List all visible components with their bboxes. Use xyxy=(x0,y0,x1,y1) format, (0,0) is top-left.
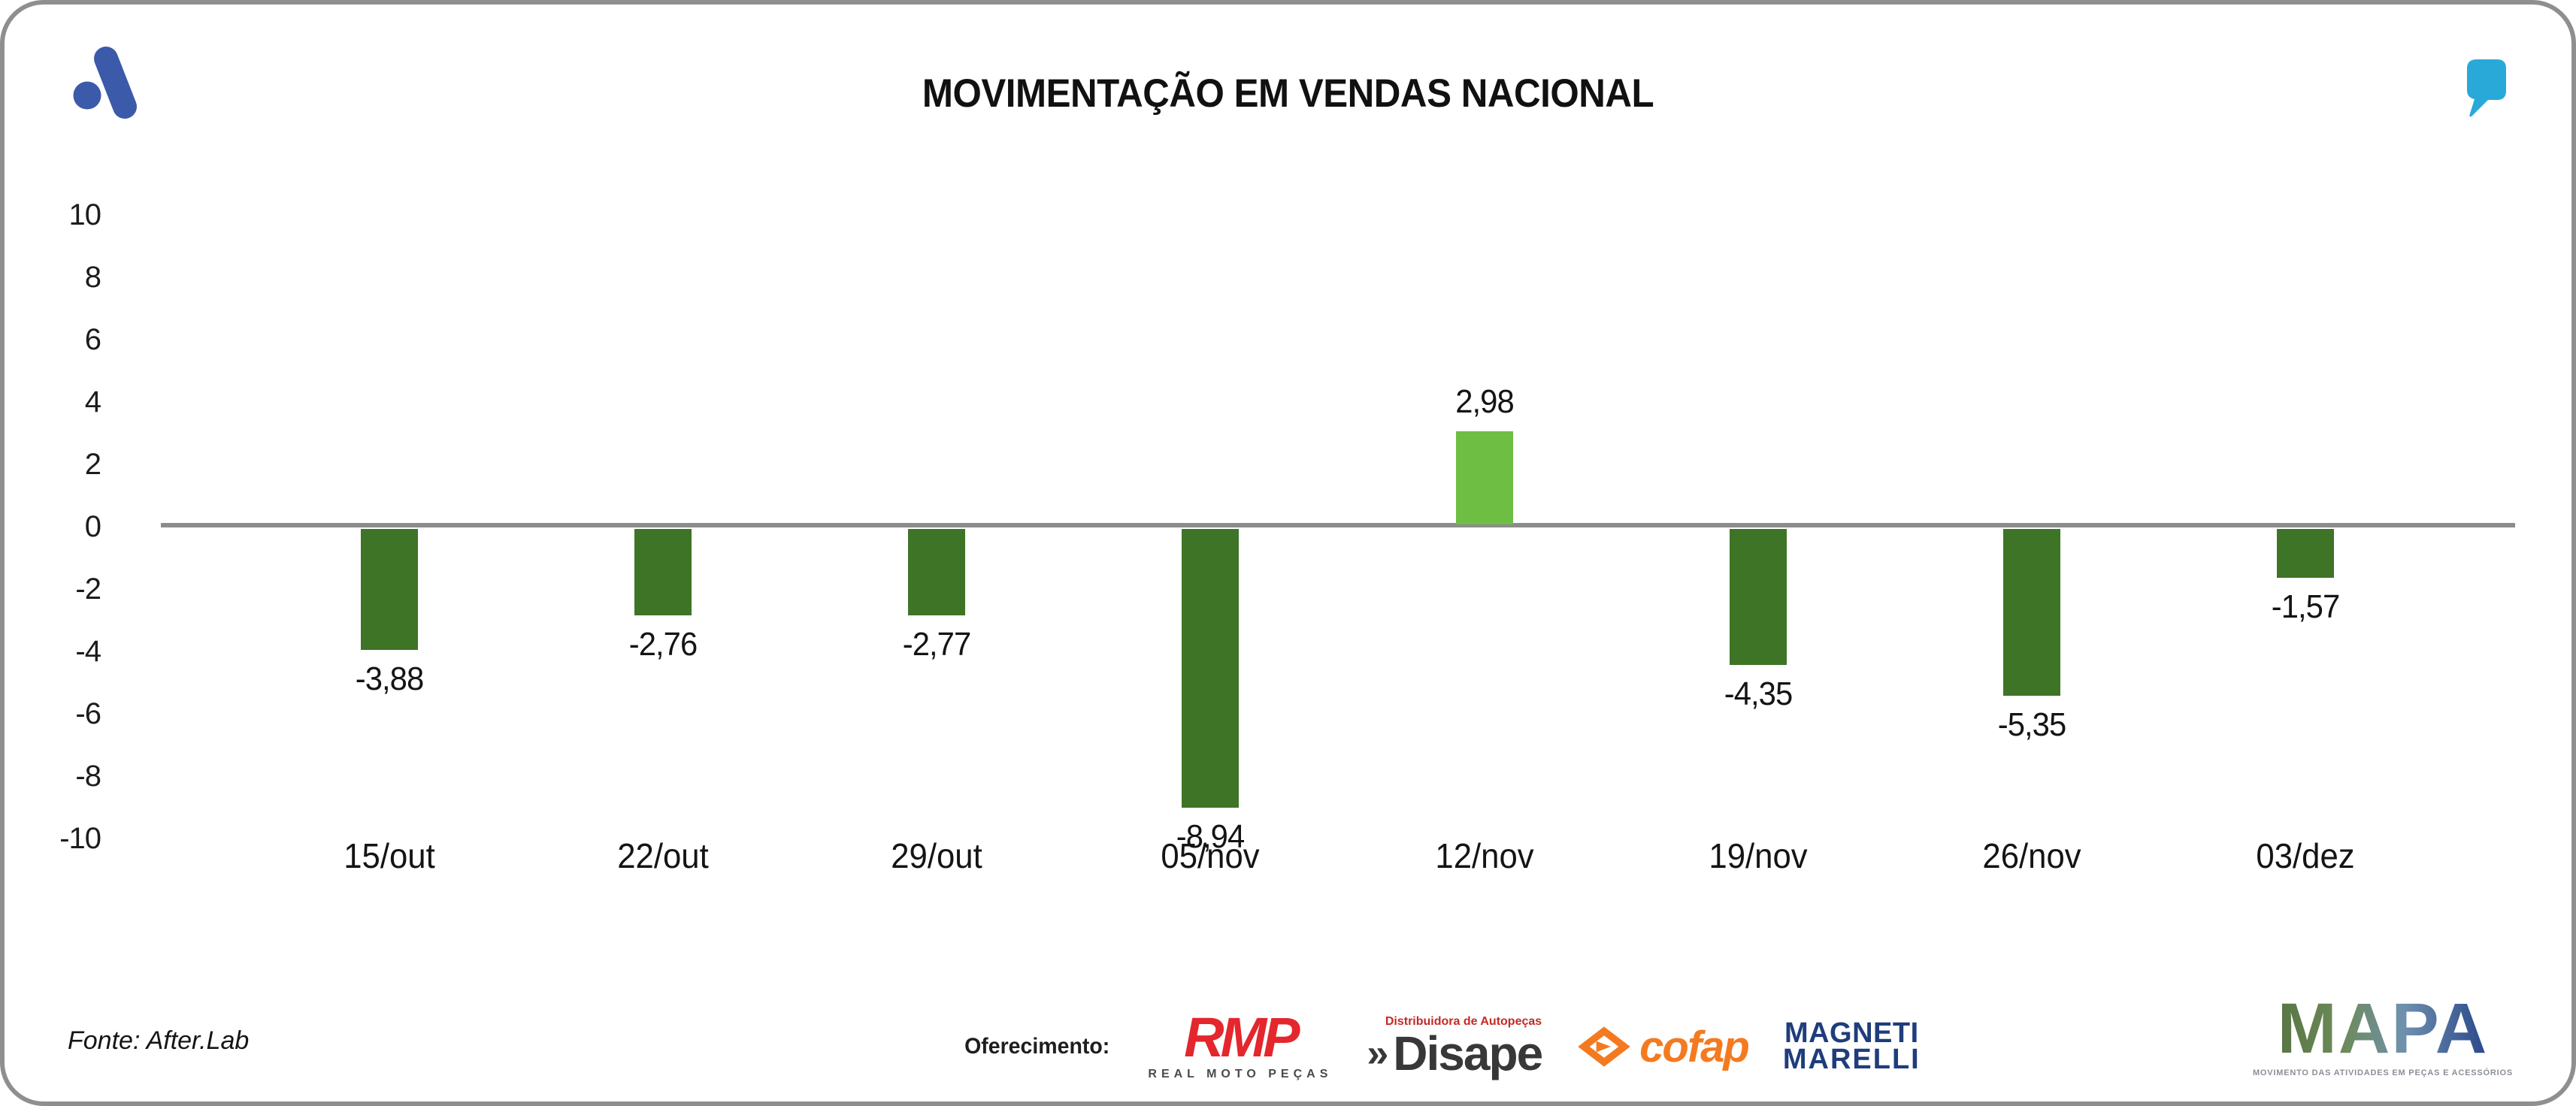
mapa-wordmark: MAPA xyxy=(2253,993,2513,1065)
y-tick-label: -10 xyxy=(59,822,101,855)
bar-negative xyxy=(1729,529,1787,665)
bar-value-label: -3,88 xyxy=(355,660,424,698)
y-tick-label: 10 xyxy=(68,198,102,231)
y-tick-label: -4 xyxy=(75,635,101,668)
bar-negative xyxy=(2276,529,2334,579)
bar-value-label: -2,76 xyxy=(628,625,698,663)
page-title: MOVIMENTAÇÃO EM VENDAS NACIONAL xyxy=(922,71,1654,116)
disape-wordmark: » Disape xyxy=(1367,1026,1543,1080)
x-axis-label: 15/out xyxy=(344,836,435,875)
bar-slot: -4,35 19/nov xyxy=(1621,215,1895,875)
sponsor-row: Oferecimento: RMP REAL MOTO PEÇAS Distri… xyxy=(961,998,1921,1095)
bar-slot: -3,88 15/out xyxy=(253,215,526,875)
y-tick-label: 2 xyxy=(84,448,101,481)
bar-slot: -5,35 26/nov xyxy=(1895,215,2169,875)
bar-negative xyxy=(361,529,418,651)
x-axis-label: 29/out xyxy=(891,836,983,875)
quote-mark-icon xyxy=(2467,59,2506,117)
cofap-diamond-icon xyxy=(1578,1026,1630,1067)
bar-value-label: 2,98 xyxy=(1454,383,1515,421)
cofap-wordmark: cofap xyxy=(1639,1022,1750,1071)
bar-slot: 2,98 12/nov xyxy=(1348,215,1621,875)
y-tick-label: 4 xyxy=(84,385,101,419)
afterlab-logo-icon xyxy=(73,47,137,119)
rmp-wordmark: RMP xyxy=(1184,1005,1300,1068)
y-tick-label: 8 xyxy=(84,261,101,294)
sponsor-label: Oferecimento: xyxy=(964,1034,1110,1059)
cofap-logo: cofap xyxy=(1576,1022,1750,1072)
bar-value-label: -8,94 xyxy=(1176,818,1245,855)
plot-area: -3,88 15/out -2,76 22/out -2,77 29/out -8,94 05… xyxy=(162,215,2515,875)
bar-slot: -2,77 29/out xyxy=(800,215,1073,875)
y-axis: 10 8 6 4 2 0 -2 -4 -6 -8 -10 xyxy=(35,198,101,855)
bar-positive xyxy=(1455,431,1513,524)
x-axis-label: 03/dez xyxy=(2256,836,2355,875)
rmp-logo: RMP REAL MOTO PEÇAS xyxy=(1148,1005,1333,1081)
mapa-logo: MAPA MOVIMENTO DAS ATIVIDADES EM PEÇAS E… xyxy=(2253,993,2513,1077)
bar-negative xyxy=(634,529,692,615)
rmp-subtitle: REAL MOTO PEÇAS xyxy=(1148,1068,1333,1081)
y-tick-label: 0 xyxy=(84,510,101,543)
source-note: Fonte: After.Lab xyxy=(68,1026,250,1055)
bar-value-label: -2,77 xyxy=(902,625,971,663)
bar-negative xyxy=(908,529,966,615)
x-axis-label: 22/out xyxy=(617,836,709,875)
x-axis-label: 12/nov xyxy=(1434,836,1534,875)
bar-slot: -1,57 03/dez xyxy=(2169,215,2442,875)
mapa-tagline: MOVIMENTO DAS ATIVIDADES EM PEÇAS E ACES… xyxy=(2252,1068,2513,1077)
disape-tagline: Distribuidora de Autopeças xyxy=(1385,1015,1542,1028)
magneti-marelli-logo: MAGNETI MARELLI xyxy=(1782,1017,1921,1075)
x-axis-label: 19/nov xyxy=(1709,836,1808,875)
zero-baseline xyxy=(161,523,2515,527)
disape-logo: Distribuidora de Autopeças » Disape xyxy=(1367,1015,1543,1080)
bar-slot: -2,76 22/out xyxy=(526,215,800,875)
y-tick-label: -8 xyxy=(75,760,101,793)
bar-slot: -8,94 05/nov xyxy=(1073,215,1347,875)
y-tick-label: 6 xyxy=(84,323,101,356)
x-axis-label: 26/nov xyxy=(1982,836,2081,875)
y-tick-label: -2 xyxy=(75,573,101,606)
disape-chevron-icon: » xyxy=(1367,1032,1389,1075)
y-tick-label: -6 xyxy=(75,697,101,730)
bar-value-label: -1,57 xyxy=(2271,588,2340,626)
bar-negative xyxy=(1182,529,1240,808)
bar-value-label: -5,35 xyxy=(1997,706,2066,744)
bar-value-label: -4,35 xyxy=(1724,675,1792,712)
x-axis-label: 05/nov xyxy=(1161,836,1261,875)
bar-negative xyxy=(2002,529,2060,697)
